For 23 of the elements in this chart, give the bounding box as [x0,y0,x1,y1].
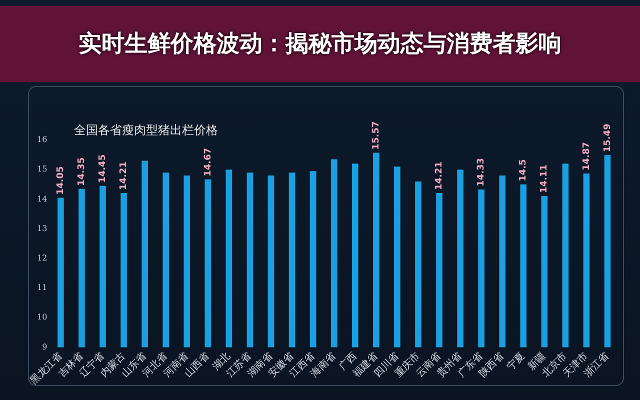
data-label: 14.05 [56,166,66,195]
data-label: 14.33 [476,158,487,186]
y-tick-label: 9 [42,342,48,352]
y-tick-label: 15 [36,164,48,174]
y-tick-label: 10 [36,312,48,322]
y-tick-label: 13 [36,224,48,233]
data-label: 14.87 [582,142,592,170]
data-label: 14.45 [98,154,108,183]
x-tick-label: 宁夏 [504,350,528,373]
data-label: 14.21 [434,162,445,190]
y-tick-label: 16 [36,135,48,144]
y-tick-label: 11 [36,283,48,292]
data-label: 14.21 [119,162,130,190]
y-tick-label: 12 [36,253,48,262]
data-label: 14.67 [203,148,214,176]
data-label: 15.49 [602,124,613,152]
text: 实时生鲜价格波动：揭秘市场动态与消费者影响 [78,30,562,59]
chart-title: 全国各省瘦肉型猪出栏价格 [74,122,218,139]
data-label: 14.11 [540,164,550,193]
data-label: 14.35 [77,157,88,186]
data-label: 15.57 [371,121,382,150]
data-label: 14.5 [518,159,529,182]
y-tick-label: 14 [36,194,48,204]
